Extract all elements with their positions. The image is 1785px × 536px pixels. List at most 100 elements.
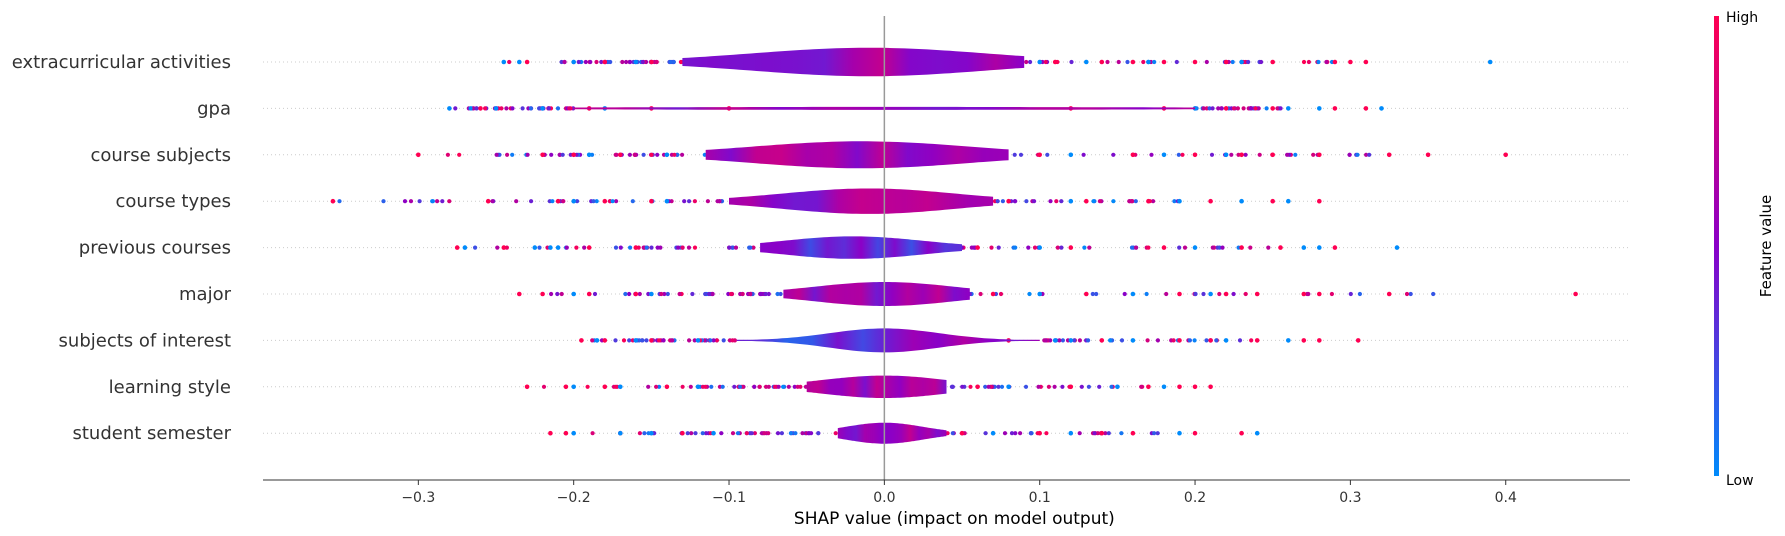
shap-point xyxy=(514,199,519,204)
x-tick-label: 0.4 xyxy=(1495,490,1517,506)
shap-point xyxy=(1209,152,1215,157)
shap-point-low xyxy=(618,384,623,390)
shap-point-high xyxy=(1239,152,1244,158)
shap-point xyxy=(528,106,534,111)
shap-point xyxy=(1259,59,1264,65)
shap-point xyxy=(1032,199,1037,204)
shap-point xyxy=(1306,59,1311,65)
shap-point xyxy=(706,291,712,297)
feature-label: course types xyxy=(116,191,231,212)
shap-point xyxy=(1024,59,1029,65)
shap-point-low xyxy=(649,291,654,297)
shap-point xyxy=(732,384,737,389)
shap-point-high xyxy=(1301,338,1307,343)
shap-point-high xyxy=(1068,245,1074,250)
shap-point xyxy=(1028,431,1033,436)
shap-point xyxy=(816,431,821,436)
shap-point xyxy=(1097,384,1102,389)
shap-point-high xyxy=(1052,59,1058,65)
shap-point xyxy=(1054,199,1059,204)
shap-point xyxy=(1141,59,1146,65)
colorbar-gradient xyxy=(1714,16,1719,476)
shap-point-low xyxy=(555,245,561,250)
shap-point xyxy=(999,384,1005,389)
feature-label: course subjects xyxy=(90,145,231,166)
x-tick-label: 0.2 xyxy=(1184,490,1206,506)
shap-point xyxy=(613,338,618,343)
shap-point xyxy=(692,245,698,250)
shap-point xyxy=(557,152,562,157)
shap-point xyxy=(590,431,595,436)
shap-point-low xyxy=(664,198,670,204)
shap-point-low xyxy=(1130,291,1136,297)
shap-point xyxy=(692,199,698,204)
shap-point xyxy=(628,245,633,250)
shap-point-high xyxy=(1006,198,1011,204)
shap-point xyxy=(562,59,567,65)
shap-point xyxy=(1293,152,1298,157)
shap-point xyxy=(594,59,599,65)
shap-point xyxy=(1301,59,1307,65)
shap-point xyxy=(637,291,642,297)
shap-point xyxy=(1097,199,1102,204)
shap-point xyxy=(670,338,675,343)
shap-point-low xyxy=(1317,106,1322,111)
feature-violin xyxy=(837,422,947,444)
shap-point xyxy=(1060,384,1065,389)
shap-point xyxy=(550,199,555,204)
shap-point xyxy=(1241,106,1246,111)
x-tick-label: 0.3 xyxy=(1339,490,1361,506)
shap-point xyxy=(559,59,564,65)
shap-point-high xyxy=(602,198,608,204)
shap-point xyxy=(1192,338,1197,343)
shap-point xyxy=(733,245,739,250)
shap-point xyxy=(680,152,685,157)
shap-point xyxy=(1133,199,1138,204)
shap-point-high xyxy=(548,430,553,436)
shap-point-high xyxy=(540,291,545,297)
shap-point xyxy=(793,431,798,436)
shap-point xyxy=(576,59,581,65)
shap-point-low xyxy=(618,430,623,436)
x-tick-label: −0.3 xyxy=(401,490,435,506)
shap-point xyxy=(655,152,660,157)
shap-point xyxy=(737,384,743,389)
x-tick-label: 0.0 xyxy=(873,490,895,506)
shap-point xyxy=(700,384,706,389)
feature-row: subjects of interest xyxy=(59,328,1630,353)
shap-point-high xyxy=(1386,152,1392,158)
shap-point-low xyxy=(462,245,468,250)
shap-point-high xyxy=(1099,338,1105,343)
shap-point xyxy=(751,245,756,250)
shap-point xyxy=(996,384,1001,389)
shap-point xyxy=(474,106,479,111)
shap-point-low xyxy=(633,59,639,65)
shap-point-high xyxy=(649,59,654,65)
shap-point xyxy=(1364,152,1369,157)
shap-point-low xyxy=(517,59,522,65)
feature-label: learning style xyxy=(109,377,231,398)
shap-point xyxy=(654,59,659,65)
shap-point-high xyxy=(1146,384,1151,390)
shap-point-low xyxy=(1208,291,1213,297)
shap-point-low xyxy=(1068,152,1074,158)
shap-point-low xyxy=(1037,245,1042,250)
shap-point-low xyxy=(586,152,592,158)
shap-point xyxy=(620,59,625,65)
feature-row: student semester xyxy=(72,422,1630,444)
shap-point xyxy=(445,152,450,157)
shap-point xyxy=(1002,431,1008,436)
shap-point xyxy=(504,245,509,250)
shap-point xyxy=(690,291,695,297)
shap-point xyxy=(1086,384,1091,389)
shap-point xyxy=(776,384,781,389)
shap-point xyxy=(968,384,973,389)
shap-point xyxy=(408,199,414,204)
shap-point-low xyxy=(1286,198,1291,204)
shap-point xyxy=(685,431,690,436)
shap-point xyxy=(627,291,632,297)
shap-point xyxy=(1249,338,1254,343)
shap-point-high xyxy=(1223,59,1229,65)
shap-point xyxy=(687,338,692,343)
shap-point xyxy=(1152,59,1157,65)
